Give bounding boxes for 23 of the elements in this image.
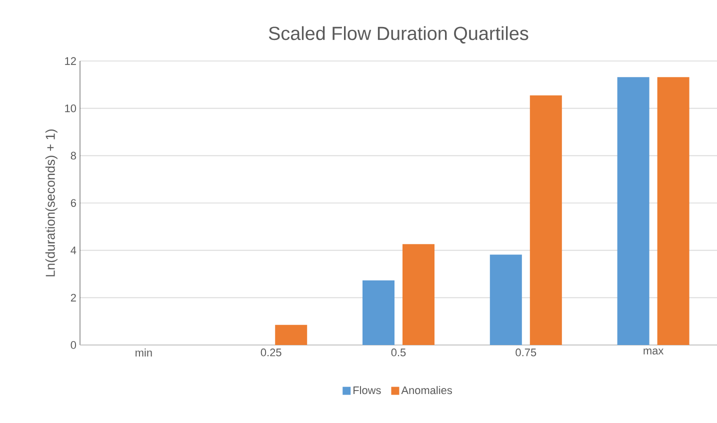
y-tick-label: 4 — [70, 246, 76, 254]
x-tick-label: 0.5 — [391, 348, 406, 356]
legend-label: Anomalies — [401, 386, 452, 394]
bar — [617, 77, 650, 345]
y-tick-label: 10 — [65, 104, 76, 112]
x-tick-label: max — [644, 348, 664, 355]
y-tick-label: 8 — [70, 152, 76, 160]
x-tick-label: 0.25 — [260, 348, 282, 356]
y-tick-label: 0 — [70, 341, 76, 349]
x-tick-label: 0.75 — [516, 348, 536, 356]
bar — [275, 324, 308, 345]
legend-label: Flows — [354, 386, 381, 394]
y-tick-label: 12 — [65, 57, 76, 65]
bar — [362, 280, 394, 345]
bar — [657, 77, 690, 345]
bar — [530, 95, 562, 345]
bar — [490, 254, 522, 345]
y-tick-label: 6 — [70, 199, 76, 207]
bar — [402, 244, 434, 345]
y-axis-title: Ln(duration(seconds) + 1) — [45, 130, 58, 276]
chart-title: Scaled Flow Duration Quartiles — [268, 26, 528, 44]
y-tick-label: 2 — [70, 294, 76, 302]
x-tick-label: min — [136, 348, 152, 356]
